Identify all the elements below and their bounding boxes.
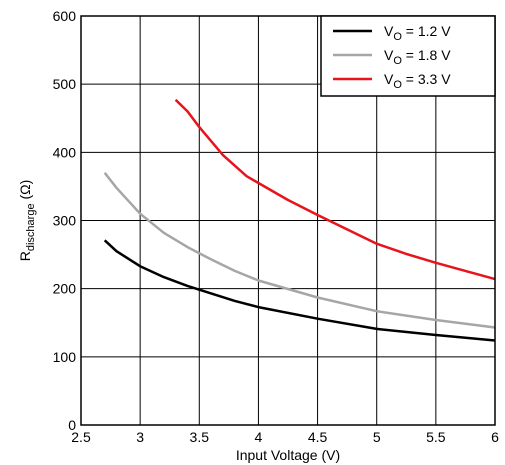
y-tick-label: 100	[53, 349, 77, 365]
y-tick-label: 500	[53, 76, 77, 92]
legend-label: VO = 1.8 V	[384, 47, 451, 67]
x-tick-label: 5.5	[426, 429, 446, 445]
tick-labels: 2.5 3 3.5 4 4.5 5 5.5 6 0 100 200 300 400 500 600	[53, 8, 499, 445]
series-lines	[103, 98, 496, 342]
legend-item-3: VO = 3.3 V	[333, 71, 451, 91]
series-line-2	[103, 172, 496, 329]
y-axis-label-subscript: discharge	[25, 203, 37, 251]
x-tick-label: 6	[491, 429, 499, 445]
x-tick-label: 3	[136, 429, 144, 445]
y-tick-label: 200	[53, 281, 77, 297]
x-axis-label: Input Voltage (V)	[236, 447, 340, 463]
legend-item-2: VO = 1.8 V	[333, 47, 451, 67]
legend-item-1: VO = 1.2 V	[333, 23, 451, 43]
y-tick-label: 0	[68, 417, 76, 433]
series-line-3	[174, 98, 496, 281]
series-line-1	[103, 239, 496, 342]
x-tick-label: 4	[255, 429, 263, 445]
y-tick-label: 400	[53, 144, 77, 160]
y-axis-label-unit: (Ω)	[17, 180, 33, 204]
y-axis-label: Rdischarge (Ω)	[17, 180, 37, 262]
legend-label: VO = 1.2 V	[384, 23, 451, 43]
x-tick-label: 4.5	[308, 429, 328, 445]
x-tick-label: 3.5	[190, 429, 210, 445]
y-tick-label: 600	[53, 8, 77, 24]
legend: VO = 1.2 V VO = 1.8 V VO = 3.3 V	[320, 15, 496, 97]
x-tick-label: 2.5	[71, 429, 91, 445]
legend-label: VO = 3.3 V	[384, 71, 451, 91]
y-tick-label: 300	[53, 213, 77, 229]
y-axis-label-main: R	[17, 251, 33, 261]
legend-box	[320, 15, 496, 97]
plot-frame	[80, 15, 496, 426]
x-tick-label: 5	[373, 429, 381, 445]
